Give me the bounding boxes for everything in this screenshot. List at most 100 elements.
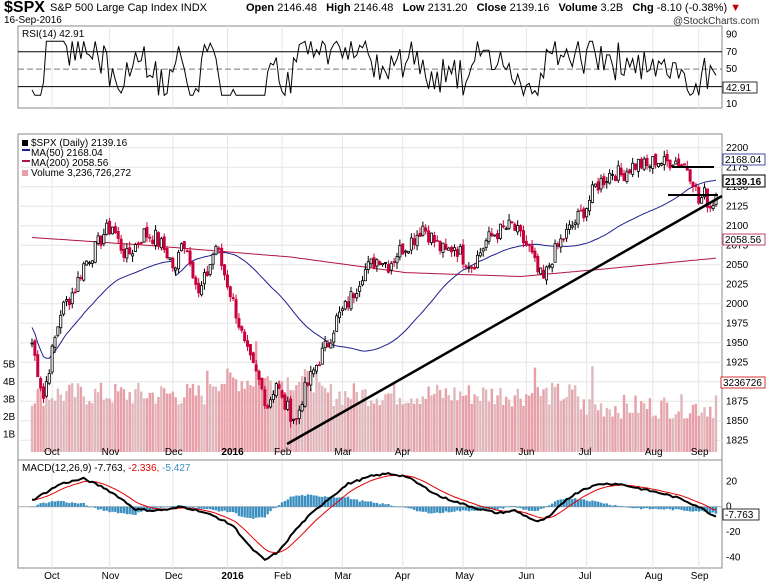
candle-body (602, 176, 606, 186)
volume-bar (622, 394, 626, 452)
candle-body (461, 244, 465, 265)
price-tick-label: 2050 (726, 260, 749, 271)
macd-hist-bar (453, 506, 456, 512)
macd-hist-bar (599, 502, 603, 507)
macd-hist-bar (231, 506, 235, 513)
candle-body (39, 378, 43, 389)
volume-bar (375, 398, 379, 452)
macd-hist-bar (338, 497, 341, 507)
volume-bar (53, 400, 57, 452)
volume-bar (585, 414, 588, 452)
month-label: Jun (518, 447, 534, 458)
candle-body (611, 173, 615, 176)
macd-hist-bar (447, 506, 450, 513)
volume-bar (309, 388, 312, 452)
volume-bar (582, 399, 585, 452)
volume-bar (579, 409, 583, 452)
volume-bar (565, 397, 568, 452)
macd-hist-bar (482, 506, 485, 510)
legend-volume: Volume 3,236,726,272 (31, 168, 132, 179)
macd-hist-bar (346, 496, 350, 507)
volume-bar (33, 403, 37, 452)
candle-body (478, 252, 482, 257)
candle-body (165, 248, 169, 259)
candle-body (188, 250, 192, 265)
candle-body (312, 369, 316, 375)
volume-bar (559, 400, 563, 452)
candle-body (657, 163, 661, 167)
macd-hist-bar (352, 499, 356, 507)
macd-hist-bar (401, 506, 404, 508)
candle-body (507, 219, 511, 229)
macd-hist-bar (533, 506, 537, 512)
volume-bar (62, 400, 65, 452)
macd-hist-bar (30, 506, 34, 508)
macd-hist-bar (266, 506, 269, 515)
volume-bar (369, 400, 373, 452)
candle-body (381, 262, 385, 266)
volume-bar (151, 392, 154, 452)
macd-hist-bar (464, 506, 468, 511)
volume-bar (392, 383, 396, 452)
candle-body (346, 301, 350, 308)
volume-axis: 5B 4B 3B 2B 1B (3, 360, 16, 441)
candle-body (613, 175, 617, 182)
volume-bar (398, 397, 402, 452)
month-label: Nov (102, 571, 120, 582)
candle-body (174, 267, 178, 271)
candle-body (622, 173, 626, 181)
candle-body (366, 261, 370, 270)
volume-bar (200, 395, 203, 452)
macd-hist-bar (108, 506, 111, 513)
macd-hist-bar (407, 506, 410, 509)
candle-body (441, 242, 445, 253)
macd-hist-bar (128, 506, 131, 515)
month-label: Nov (102, 447, 120, 458)
macd-hist-bar (556, 500, 560, 507)
macd-hist-bar (674, 506, 677, 509)
macd-hist-bar (461, 506, 465, 511)
macd-hist-bar (671, 506, 675, 511)
candle-body (128, 247, 132, 255)
candle-body (93, 241, 97, 263)
macd-hist-bar (211, 506, 215, 511)
month-label: Dec (165, 571, 183, 582)
candle-body (401, 243, 405, 255)
volume-bar (71, 383, 74, 452)
candle-body (116, 230, 120, 239)
volume-bar (223, 384, 226, 452)
candle-body (447, 247, 451, 251)
macd-hist-bar (441, 506, 445, 513)
candle-body (234, 299, 238, 319)
volume-bar (525, 394, 528, 452)
volume-bar (303, 368, 307, 452)
volume-bar (312, 392, 315, 452)
macd-hist-bar (298, 495, 301, 507)
month-label: Aug (645, 571, 663, 582)
macd-hist-bar (295, 495, 298, 507)
ticker-symbol: $SPX (4, 0, 45, 16)
volume-bar (229, 372, 232, 452)
candle-body (309, 371, 313, 386)
macd-hist-bar (326, 496, 330, 507)
macd-hist-bar (148, 506, 152, 511)
candle-body (33, 340, 37, 356)
volume-bar (527, 395, 531, 452)
ma50-last-label: 2168.04 (725, 155, 762, 166)
candle-body (542, 269, 546, 279)
candle-body (421, 225, 425, 236)
volume-bar (482, 387, 485, 452)
volume-bar (220, 383, 223, 452)
candle-body (133, 244, 137, 252)
macd-hist-bar (459, 506, 462, 512)
candle-body (524, 240, 528, 246)
candle-body (41, 386, 45, 399)
candle-body (608, 172, 612, 184)
candle-body (292, 418, 296, 421)
volume-bar (556, 383, 560, 452)
macd-hist-bar (99, 506, 103, 510)
macd-hist-bar (706, 506, 709, 513)
candle-body (208, 264, 212, 275)
candle-body (674, 160, 678, 165)
candle-body (473, 267, 477, 270)
